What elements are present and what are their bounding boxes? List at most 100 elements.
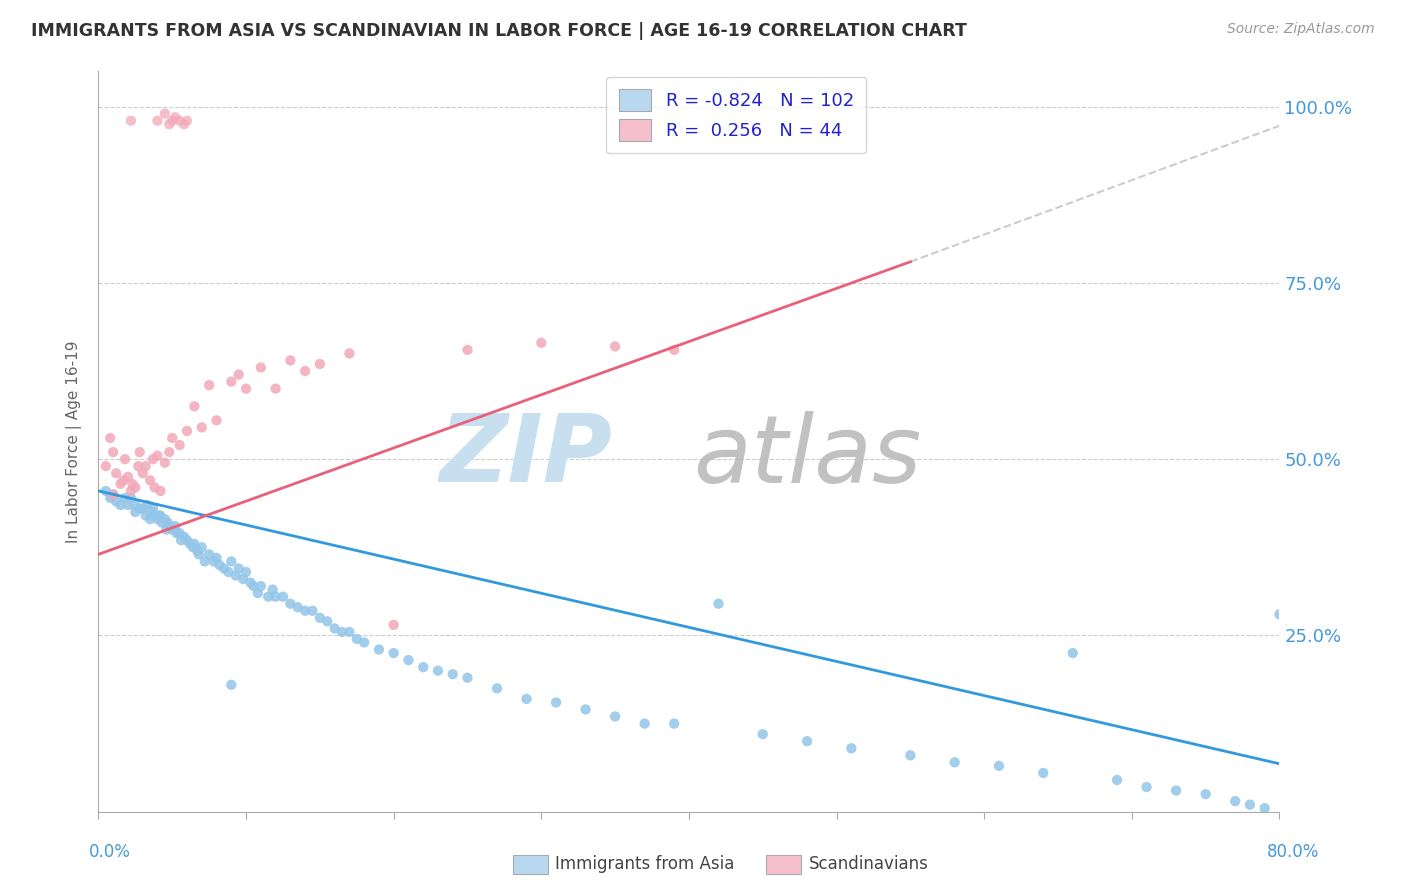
Point bbox=[148, 508, 170, 523]
Point bbox=[169, 526, 191, 541]
Point bbox=[98, 431, 121, 445]
Point bbox=[841, 741, 863, 756]
Point bbox=[353, 635, 375, 649]
Point bbox=[136, 498, 159, 512]
Point bbox=[166, 526, 188, 541]
Point bbox=[316, 615, 339, 629]
Point bbox=[516, 692, 538, 706]
Point bbox=[486, 681, 509, 696]
Bar bbox=[513, 855, 548, 874]
Point bbox=[135, 508, 157, 523]
Point bbox=[250, 579, 273, 593]
Point bbox=[294, 364, 316, 378]
Point bbox=[1166, 783, 1188, 797]
Point bbox=[943, 756, 966, 770]
Point bbox=[162, 431, 183, 445]
Point bbox=[301, 604, 323, 618]
Point bbox=[1062, 646, 1084, 660]
Point bbox=[457, 343, 479, 357]
Point bbox=[157, 445, 180, 459]
Point bbox=[173, 117, 195, 131]
Point bbox=[242, 579, 264, 593]
Point bbox=[1268, 607, 1291, 622]
Point bbox=[427, 664, 450, 678]
Point bbox=[162, 113, 183, 128]
Point bbox=[176, 533, 198, 548]
Point bbox=[146, 113, 169, 128]
Point bbox=[208, 558, 231, 572]
Point bbox=[114, 491, 136, 505]
Point bbox=[120, 483, 142, 498]
Point bbox=[128, 501, 150, 516]
Point bbox=[146, 512, 169, 526]
Point bbox=[139, 473, 162, 487]
Point bbox=[221, 554, 243, 568]
Point bbox=[153, 512, 176, 526]
Point bbox=[179, 537, 201, 551]
Point bbox=[157, 519, 180, 533]
Point bbox=[146, 449, 169, 463]
Point bbox=[103, 487, 125, 501]
Point bbox=[605, 339, 627, 353]
Point bbox=[132, 467, 155, 481]
Point bbox=[1254, 801, 1277, 815]
Text: Immigrants from Asia: Immigrants from Asia bbox=[555, 855, 735, 873]
Point bbox=[382, 646, 405, 660]
Point bbox=[382, 618, 405, 632]
Point bbox=[143, 480, 166, 494]
Point bbox=[988, 759, 1011, 773]
Point bbox=[664, 716, 686, 731]
Point bbox=[330, 624, 353, 639]
Point bbox=[235, 382, 257, 396]
Point bbox=[120, 113, 142, 128]
Point bbox=[176, 113, 198, 128]
Point bbox=[183, 399, 205, 413]
Point bbox=[142, 452, 165, 467]
Point bbox=[346, 632, 368, 646]
Point bbox=[127, 459, 149, 474]
Point bbox=[157, 117, 180, 131]
Point bbox=[575, 702, 598, 716]
Point bbox=[368, 642, 391, 657]
Point bbox=[280, 353, 302, 368]
Point bbox=[149, 508, 172, 523]
Point bbox=[339, 346, 361, 360]
Point bbox=[212, 561, 235, 575]
Point bbox=[105, 467, 128, 481]
Point bbox=[202, 554, 225, 568]
Point bbox=[1225, 794, 1247, 808]
Point bbox=[143, 508, 166, 523]
Point bbox=[117, 470, 139, 484]
Point bbox=[103, 487, 125, 501]
Point bbox=[181, 541, 204, 555]
Point bbox=[1107, 772, 1129, 787]
Point bbox=[170, 533, 193, 548]
Point bbox=[221, 375, 243, 389]
Point bbox=[165, 110, 187, 124]
Text: atlas: atlas bbox=[693, 411, 921, 502]
Point bbox=[139, 512, 162, 526]
Point bbox=[205, 413, 228, 427]
Point bbox=[900, 748, 922, 763]
Point bbox=[176, 424, 198, 438]
Point bbox=[530, 335, 553, 350]
Text: IMMIGRANTS FROM ASIA VS SCANDINAVIAN IN LABOR FORCE | AGE 16-19 CORRELATION CHAR: IMMIGRANTS FROM ASIA VS SCANDINAVIAN IN … bbox=[31, 22, 967, 40]
Point bbox=[309, 357, 332, 371]
Point bbox=[117, 498, 139, 512]
Point bbox=[264, 382, 287, 396]
Point bbox=[114, 452, 136, 467]
Point bbox=[155, 523, 177, 537]
Point bbox=[235, 565, 257, 579]
Point bbox=[239, 575, 262, 590]
Point bbox=[323, 621, 346, 635]
Point bbox=[457, 671, 479, 685]
Point bbox=[103, 445, 125, 459]
Point bbox=[149, 483, 172, 498]
Point bbox=[112, 473, 135, 487]
Point bbox=[441, 667, 464, 681]
Point bbox=[228, 368, 250, 382]
Point bbox=[1136, 780, 1159, 794]
Point bbox=[280, 597, 302, 611]
Point bbox=[796, 734, 818, 748]
Point bbox=[121, 476, 143, 491]
